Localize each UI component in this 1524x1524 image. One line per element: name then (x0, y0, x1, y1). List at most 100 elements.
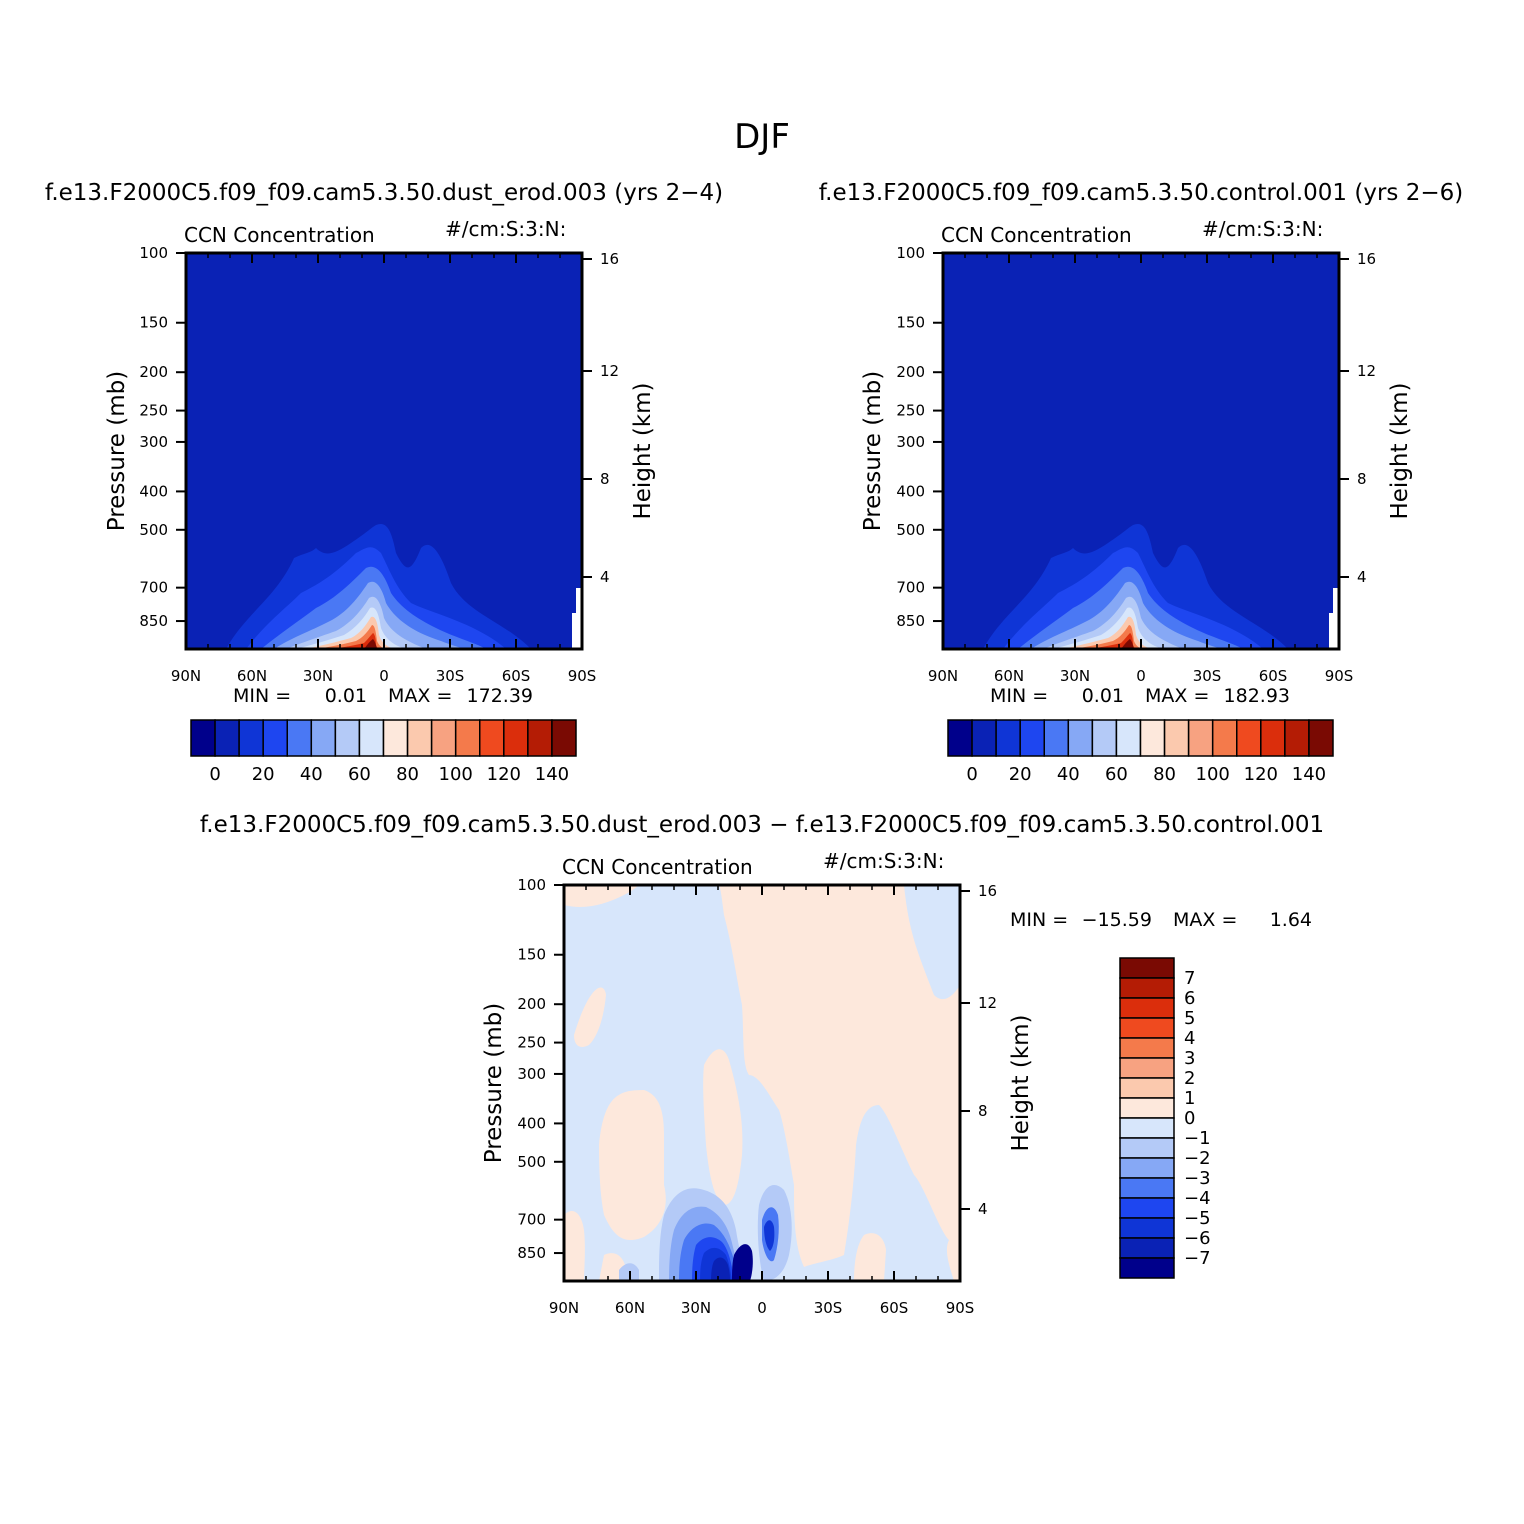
colorbar-label: 4 (1184, 1028, 1195, 1049)
colorbar-label: −5 (1184, 1208, 1211, 1229)
max-label: MAX = (1173, 909, 1237, 931)
min-label: MIN = (233, 685, 291, 707)
colorbar-swatch (1119, 1257, 1175, 1279)
colorbar-label: 60 (348, 764, 371, 785)
y-axis-label: Pressure (mb) (104, 371, 130, 531)
y-tick-label: 100 (896, 244, 925, 262)
colorbar-label: −3 (1184, 1168, 1211, 1189)
panel-dust: f.e13.F2000C5.f09_f09.cam5.3.50.dust_ero… (45, 180, 723, 785)
colorbar-swatch (1119, 1157, 1175, 1179)
x-tick-label: 90N (171, 667, 201, 685)
colorbar-label: −7 (1184, 1248, 1211, 1269)
colorbar-label: 120 (487, 764, 521, 785)
y-tick-label: 250 (517, 1034, 546, 1052)
x-tick-label: 60S (502, 667, 531, 685)
colorbar-swatch (1284, 719, 1310, 757)
colorbar-swatch (358, 719, 385, 757)
colorbar-swatch (527, 719, 553, 757)
colorbar-swatch (1236, 719, 1262, 757)
x-tick-label: 0 (379, 667, 389, 685)
x-tick-label: 90S (1325, 667, 1354, 685)
colorbar-label: 100 (439, 764, 473, 785)
panel-control: f.e13.F2000C5.f09_f09.cam5.3.50.control.… (819, 180, 1463, 785)
y2-tick-label: 8 (1357, 470, 1367, 488)
colorbar-swatch (406, 719, 433, 757)
panel-subtitle: f.e13.F2000C5.f09_f09.cam5.3.50.dust_ero… (200, 812, 1324, 838)
y-axis-label: Pressure (mb) (481, 1003, 507, 1163)
y-tick-label: 700 (517, 1211, 546, 1229)
max-label: MAX = (1145, 685, 1209, 707)
colorbar-swatch (551, 719, 577, 757)
x-tick-label: 30N (1060, 667, 1090, 685)
colorbar-label: 120 (1244, 764, 1278, 785)
y-tick-label: 150 (517, 946, 546, 964)
x-tick-label: 30S (1193, 667, 1222, 685)
colorbar-swatch (262, 719, 288, 757)
y-tick-label: 150 (139, 314, 168, 332)
y-tick-label: 300 (517, 1065, 546, 1083)
colorbar-swatch (454, 719, 481, 757)
y2-tick-label: 12 (1357, 362, 1376, 380)
y-tick-label: 250 (139, 402, 168, 420)
y-tick-label: 500 (139, 521, 168, 539)
colorbar-label: 3 (1184, 1048, 1195, 1069)
colorbar-label: 7 (1184, 968, 1195, 989)
figure-title: DJF (734, 117, 790, 157)
y-tick-label: 500 (896, 521, 925, 539)
x-tick-label: 90N (928, 667, 958, 685)
y-tick-label: 200 (517, 995, 546, 1013)
contour-field (564, 885, 960, 1281)
colorbar-label: 40 (300, 764, 323, 785)
x-tick-label: 60N (615, 1299, 645, 1317)
colorbar-label: −2 (1184, 1148, 1211, 1169)
x-tick-label: 90S (946, 1299, 975, 1317)
colorbar-swatch (1119, 1097, 1175, 1119)
colorbar-label: 6 (1184, 988, 1195, 1009)
x-tick-label: 30N (303, 667, 333, 685)
colorbar-label: 20 (1009, 764, 1032, 785)
field-label: CCN Concentration (941, 223, 1132, 247)
colorbar-swatch (1119, 1237, 1175, 1259)
axes: 90N 60N 30N 0 30S 60S 90S 100 150 200 250 300 400 500… (139, 244, 619, 685)
y2-tick-label: 8 (978, 1102, 988, 1120)
colorbar-label: 40 (1057, 764, 1080, 785)
x-tick-label: 60S (1259, 667, 1288, 685)
y-tick-label: 850 (896, 612, 925, 630)
colorbar-swatch (1119, 977, 1175, 999)
colorbar-swatch (1119, 1137, 1175, 1159)
x-tick-label: 30S (436, 667, 465, 685)
panel-subtitle: f.e13.F2000C5.f09_f09.cam5.3.50.dust_ero… (45, 180, 723, 206)
colorbar-swatch (1119, 997, 1175, 1019)
units-label: #/cm:S:3:N: (1202, 217, 1323, 241)
max-value: 182.93 (1224, 685, 1290, 707)
colorbar-label: 1 (1184, 1088, 1195, 1109)
colorbar-swatch (286, 719, 313, 757)
colorbar-swatch (1187, 719, 1214, 757)
y-tick-label: 100 (517, 876, 546, 894)
y-tick-label: 250 (896, 402, 925, 420)
colorbar-swatch (334, 719, 361, 757)
max-value: 172.39 (467, 685, 533, 707)
colorbar-swatch (1308, 719, 1334, 757)
panel-subtitle: f.e13.F2000C5.f09_f09.cam5.3.50.control.… (819, 180, 1463, 206)
y-axis-label: Pressure (mb) (860, 371, 886, 531)
y2-tick-label: 16 (978, 882, 997, 900)
colorbar-label: 2 (1184, 1068, 1195, 1089)
colorbar-swatch (1019, 719, 1045, 757)
x-tick-label: 60N (994, 667, 1024, 685)
colorbar-swatch (1115, 719, 1142, 757)
y-tick-label: 400 (517, 1114, 546, 1132)
colorbar-swatch (1211, 719, 1238, 757)
colorbar-label: 20 (252, 764, 275, 785)
y2-tick-label: 12 (978, 994, 997, 1012)
colorbar-swatch (1119, 1037, 1175, 1059)
contour-field (943, 253, 1339, 649)
x-tick-label: 60S (880, 1299, 909, 1317)
colorbar-swatch (1119, 1177, 1175, 1199)
y-tick-label: 200 (139, 363, 168, 381)
y2-tick-label: 8 (600, 470, 610, 488)
colorbar-swatch (382, 719, 409, 757)
colorbar-swatch (1043, 719, 1070, 757)
